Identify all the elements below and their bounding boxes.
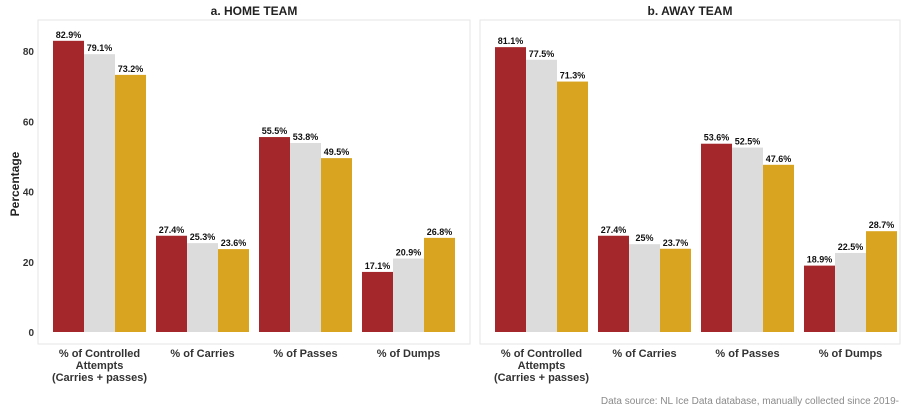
- y-tick-label: 0: [28, 328, 34, 339]
- panels-layer: a. HOME TEAM 0 20 40 60 80 82.9% 79.1% 73.2% % of…: [23, 4, 901, 384]
- data-label: 25.3%: [190, 232, 216, 242]
- bar: [424, 237, 455, 332]
- x-tick-label: % of Passes: [715, 348, 779, 360]
- y-tick-label: 60: [23, 117, 35, 128]
- y-axis-label: Percentage: [8, 151, 22, 216]
- bar: [362, 271, 393, 332]
- x-tick-label: % of Controlled: [59, 348, 140, 360]
- bar: [732, 147, 763, 332]
- panel-frame: [479, 19, 901, 345]
- data-label: 52.5%: [735, 137, 761, 147]
- data-label: 20.9%: [396, 248, 422, 258]
- x-tick-label: % of Carries: [170, 348, 234, 360]
- data-label: 18.9%: [807, 255, 833, 265]
- bar: [259, 137, 290, 332]
- bar: [156, 235, 187, 332]
- data-label: 47.6%: [766, 154, 792, 164]
- bar: [526, 59, 557, 332]
- panel-home: a. HOME TEAM 0 20 40 60 80 82.9% 79.1% 73.2% % of…: [23, 4, 471, 384]
- data-label: 77.5%: [529, 49, 555, 59]
- panel-away: b. AWAY TEAM 81.1% 77.5% 71.3% % of Controll…: [479, 4, 901, 384]
- data-label: 26.8%: [427, 227, 453, 237]
- data-label: 23.7%: [663, 238, 689, 248]
- bar: [701, 143, 732, 332]
- data-label: 71.3%: [560, 71, 586, 81]
- panel-frame: [37, 19, 471, 345]
- bar: [866, 231, 897, 332]
- panel-title: b. AWAY TEAM: [648, 4, 733, 18]
- x-tick-label: (Carries + passes): [494, 372, 589, 384]
- bar: [835, 252, 866, 332]
- data-label: 53.8%: [293, 132, 319, 142]
- bar: [290, 143, 321, 332]
- data-label: 81.1%: [498, 36, 524, 46]
- x-tick-label: % of Dumps: [819, 348, 883, 360]
- bar: [321, 158, 352, 332]
- bar: [115, 74, 146, 332]
- bar: [804, 265, 835, 332]
- x-tick-label: % of Controlled: [501, 348, 582, 360]
- data-label: 27.4%: [159, 225, 185, 235]
- bar: [187, 243, 218, 332]
- y-tick-label: 40: [23, 188, 35, 199]
- y-tick-label: 80: [23, 47, 35, 58]
- data-label: 22.5%: [838, 242, 864, 252]
- data-label: 49.5%: [324, 147, 350, 157]
- data-label: 73.2%: [118, 64, 144, 74]
- bar: [557, 81, 588, 332]
- x-tick-label: % of Passes: [273, 348, 337, 360]
- data-label: 79.1%: [87, 43, 113, 53]
- bar: [598, 235, 629, 332]
- x-tick-label: (Carries + passes): [52, 372, 147, 384]
- bar: [84, 54, 115, 332]
- bar: [393, 258, 424, 332]
- bar: [495, 47, 526, 332]
- x-tick-label: % of Carries: [612, 348, 676, 360]
- x-tick-label: Attempts: [76, 360, 124, 372]
- x-tick-label: Attempts: [518, 360, 566, 372]
- bar: [218, 249, 249, 332]
- data-label: 28.7%: [869, 220, 895, 230]
- data-label: 53.6%: [704, 133, 730, 143]
- data-label: 55.5%: [262, 126, 288, 136]
- bar: [763, 164, 794, 332]
- data-label: 17.1%: [365, 261, 391, 271]
- data-label: 25%: [635, 233, 653, 243]
- data-label: 23.6%: [221, 238, 247, 248]
- bar: [660, 248, 691, 332]
- bar: [53, 40, 84, 332]
- data-label: 27.4%: [601, 225, 627, 235]
- bar: [629, 244, 660, 332]
- y-tick-label: 20: [23, 258, 35, 269]
- x-tick-label: % of Dumps: [377, 348, 441, 360]
- panel-title: a. HOME TEAM: [211, 4, 298, 18]
- source-note: Data source: NL Ice Data database, manua…: [601, 396, 899, 407]
- data-label: 82.9%: [56, 30, 82, 40]
